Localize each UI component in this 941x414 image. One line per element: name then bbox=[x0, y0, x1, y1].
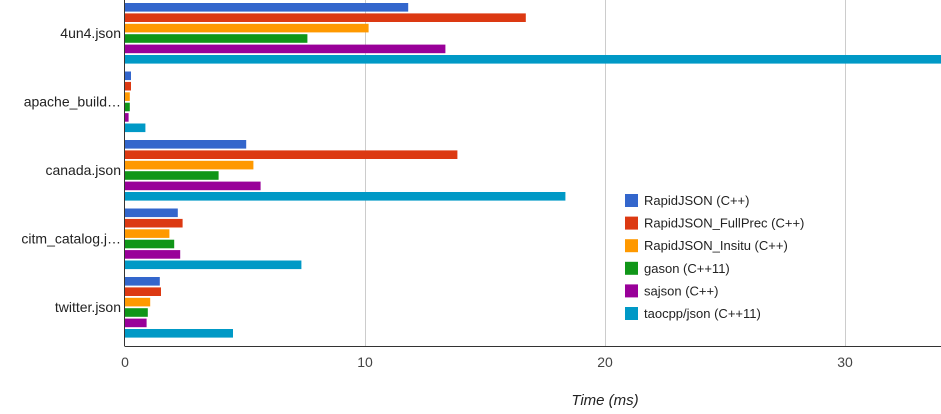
category-label: apache_build… bbox=[24, 94, 121, 110]
category-label: 4un4.json bbox=[60, 25, 121, 41]
bar-5-cat-2 bbox=[125, 113, 129, 122]
bar-2-cat-5 bbox=[125, 287, 161, 296]
bar-4-cat-5 bbox=[125, 308, 148, 317]
bar-5-cat-4 bbox=[125, 250, 180, 259]
legend-label: sajson (C++) bbox=[644, 283, 718, 298]
bar-3-cat-3 bbox=[125, 161, 253, 170]
bar-2-cat-3 bbox=[125, 150, 457, 159]
bar-6-cat-4 bbox=[125, 261, 301, 270]
bar-3-cat-1 bbox=[125, 24, 369, 33]
bar-6-cat-3 bbox=[125, 192, 565, 201]
bar-1-cat-5 bbox=[125, 277, 160, 286]
legend-label: taocpp/json (C++11) bbox=[644, 306, 761, 321]
x-axis-title: Time (ms) bbox=[571, 392, 638, 409]
bar-2-cat-2 bbox=[125, 82, 131, 91]
x-tick-label: 20 bbox=[597, 354, 613, 370]
legend-swatch bbox=[625, 284, 638, 297]
legend-swatch bbox=[625, 307, 638, 320]
legend-swatch bbox=[625, 262, 638, 275]
legend-swatch bbox=[625, 194, 638, 207]
bar-1-cat-4 bbox=[125, 209, 178, 218]
category-label: citm_catalog.j… bbox=[21, 231, 121, 247]
bar-5-cat-5 bbox=[125, 319, 147, 328]
legend-label: gason (C++11) bbox=[644, 261, 730, 276]
bar-5-cat-1 bbox=[125, 45, 445, 54]
x-tick-label: 30 bbox=[837, 354, 853, 370]
category-label: canada.json bbox=[45, 162, 121, 178]
legend-label: RapidJSON (C++) bbox=[644, 193, 749, 208]
bar-3-cat-4 bbox=[125, 229, 169, 238]
bar-2-cat-4 bbox=[125, 219, 183, 228]
legend-swatch bbox=[625, 239, 638, 252]
x-tick-label: 10 bbox=[357, 354, 373, 370]
legend-label: RapidJSON_Insitu (C++) bbox=[644, 238, 788, 253]
legend-label: RapidJSON_FullPrec (C++) bbox=[644, 216, 804, 231]
bar-1-cat-2 bbox=[125, 72, 131, 81]
bar-6-cat-2 bbox=[125, 124, 145, 133]
bar-4-cat-4 bbox=[125, 240, 174, 249]
bars bbox=[125, 3, 941, 338]
bar-5-cat-3 bbox=[125, 182, 261, 191]
bar-1-cat-1 bbox=[125, 3, 408, 12]
legend: RapidJSON (C++) RapidJSON_FullPrec (C++) R… bbox=[625, 193, 804, 321]
bar-4-cat-2 bbox=[125, 103, 130, 112]
bar-4-cat-1 bbox=[125, 34, 307, 43]
bar-2-cat-1 bbox=[125, 13, 526, 22]
legend-swatch bbox=[625, 217, 638, 230]
bar-3-cat-5 bbox=[125, 298, 150, 307]
bar-6-cat-5 bbox=[125, 329, 233, 338]
bar-6-cat-1 bbox=[125, 55, 941, 64]
category-label: twitter.json bbox=[55, 299, 121, 315]
bar-3-cat-2 bbox=[125, 92, 130, 101]
bar-4-cat-3 bbox=[125, 171, 219, 180]
x-tick-label: 0 bbox=[121, 354, 129, 370]
bar-1-cat-3 bbox=[125, 140, 246, 149]
